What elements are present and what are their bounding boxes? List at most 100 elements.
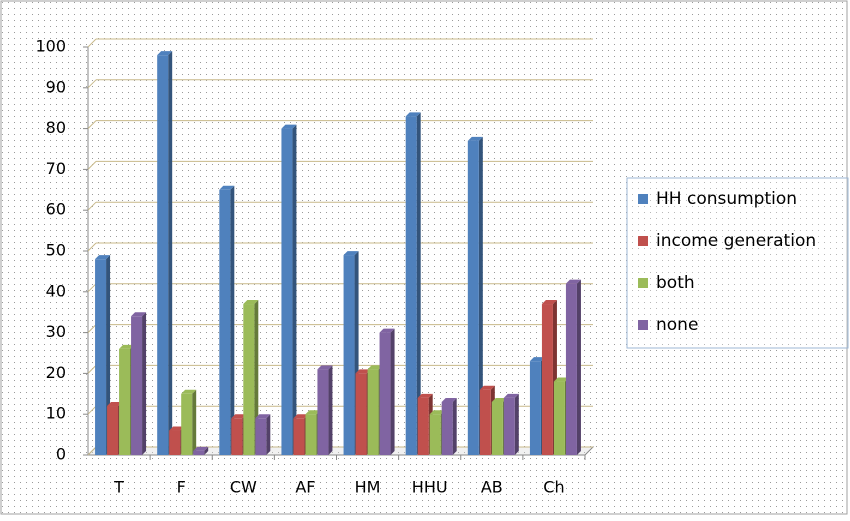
bar bbox=[405, 116, 417, 456]
bar bbox=[553, 381, 565, 455]
bar bbox=[503, 397, 515, 455]
bar bbox=[479, 389, 491, 455]
bar-top bbox=[343, 251, 359, 256]
bar-top bbox=[479, 385, 495, 390]
x-tick-label: HHU bbox=[412, 478, 448, 497]
y-tick-label: 70 bbox=[46, 159, 66, 178]
bar bbox=[281, 128, 293, 455]
bar-side bbox=[576, 279, 581, 455]
grid-line-wall bbox=[87, 365, 97, 374]
bar-top bbox=[441, 397, 457, 402]
bar-top bbox=[305, 410, 321, 415]
bar-top bbox=[293, 414, 309, 419]
bar bbox=[355, 373, 367, 455]
bar bbox=[181, 393, 193, 455]
bar-side bbox=[204, 446, 209, 455]
bar bbox=[107, 406, 119, 455]
grid-line-wall bbox=[87, 161, 97, 170]
legend-label: HH consumption bbox=[656, 189, 797, 209]
bar bbox=[243, 304, 255, 455]
y-tick-label: 80 bbox=[46, 118, 66, 137]
bar bbox=[367, 369, 379, 455]
grid-line-wall bbox=[87, 120, 97, 129]
bar-top bbox=[379, 328, 395, 333]
bar-top bbox=[131, 312, 147, 317]
x-tick-label: AB bbox=[481, 478, 503, 497]
bar bbox=[541, 304, 553, 455]
x-tick-label: CW bbox=[230, 478, 257, 497]
bar-top bbox=[255, 414, 271, 419]
y-tick-label: 40 bbox=[46, 281, 66, 300]
y-tick-label: 50 bbox=[46, 241, 66, 260]
bar-side bbox=[328, 365, 333, 455]
legend: HH consumption income generation both none bbox=[626, 177, 849, 349]
bar bbox=[379, 332, 391, 455]
bar bbox=[529, 361, 541, 455]
bar bbox=[119, 348, 131, 455]
bar-top bbox=[169, 426, 185, 431]
bar bbox=[565, 283, 577, 455]
bar bbox=[441, 401, 453, 455]
grid-line-wall bbox=[87, 242, 97, 252]
bar-side bbox=[478, 136, 483, 455]
bar-top bbox=[541, 300, 557, 305]
bar-side bbox=[168, 51, 173, 455]
grid-line-wall bbox=[87, 201, 97, 211]
bar bbox=[255, 418, 267, 455]
y-tick-label: 0 bbox=[56, 445, 66, 464]
bar bbox=[305, 414, 317, 455]
bar-top bbox=[553, 377, 569, 382]
bar-top bbox=[367, 365, 383, 370]
bar-top bbox=[181, 389, 197, 394]
legend-label: both bbox=[656, 273, 695, 293]
y-tick-label: 10 bbox=[46, 404, 66, 423]
grid-line-wall bbox=[87, 79, 97, 89]
y-tick-label: 20 bbox=[46, 363, 66, 382]
bar bbox=[157, 55, 169, 455]
bar-top bbox=[157, 51, 173, 56]
legend-box bbox=[626, 177, 849, 349]
bar-side bbox=[514, 393, 519, 455]
bar bbox=[219, 189, 231, 456]
bar-top bbox=[355, 369, 371, 374]
bar bbox=[343, 255, 355, 455]
x-tick-label: HM bbox=[355, 478, 381, 497]
grid-line-wall bbox=[87, 405, 97, 415]
legend-swatch bbox=[638, 194, 648, 204]
bar bbox=[231, 418, 243, 455]
bar-side bbox=[142, 312, 147, 455]
bar-side bbox=[266, 414, 271, 455]
bar-side bbox=[452, 397, 457, 455]
legend-label: none bbox=[656, 315, 698, 335]
y-tick-label: 100 bbox=[35, 37, 66, 56]
bar-side bbox=[230, 185, 235, 456]
legend-swatch bbox=[638, 320, 648, 330]
bar-side bbox=[416, 112, 421, 456]
bar-top bbox=[193, 446, 209, 451]
bar-top bbox=[417, 393, 433, 398]
bar-top bbox=[429, 410, 445, 415]
bar bbox=[293, 418, 305, 455]
bar-top bbox=[317, 365, 333, 370]
bar-side bbox=[192, 389, 197, 455]
grid-line-wall bbox=[87, 324, 97, 333]
bar-top bbox=[119, 344, 135, 349]
legend-swatch bbox=[638, 236, 648, 246]
grid-line-wall bbox=[87, 283, 97, 293]
bar-side bbox=[292, 124, 297, 455]
bar bbox=[467, 140, 479, 455]
bar bbox=[417, 397, 429, 455]
bar-top bbox=[467, 136, 483, 141]
bar-top bbox=[491, 397, 507, 402]
bar-top bbox=[529, 357, 545, 362]
bar-top bbox=[243, 300, 259, 305]
bar-side bbox=[390, 328, 395, 455]
y-tick-label: 60 bbox=[46, 200, 66, 219]
y-tick-label: 30 bbox=[46, 322, 66, 341]
bar-side bbox=[254, 300, 259, 455]
x-tick-label: Ch bbox=[543, 478, 564, 497]
bar-top bbox=[95, 255, 111, 260]
bar bbox=[491, 401, 503, 455]
x-tick-label: T bbox=[113, 478, 124, 497]
